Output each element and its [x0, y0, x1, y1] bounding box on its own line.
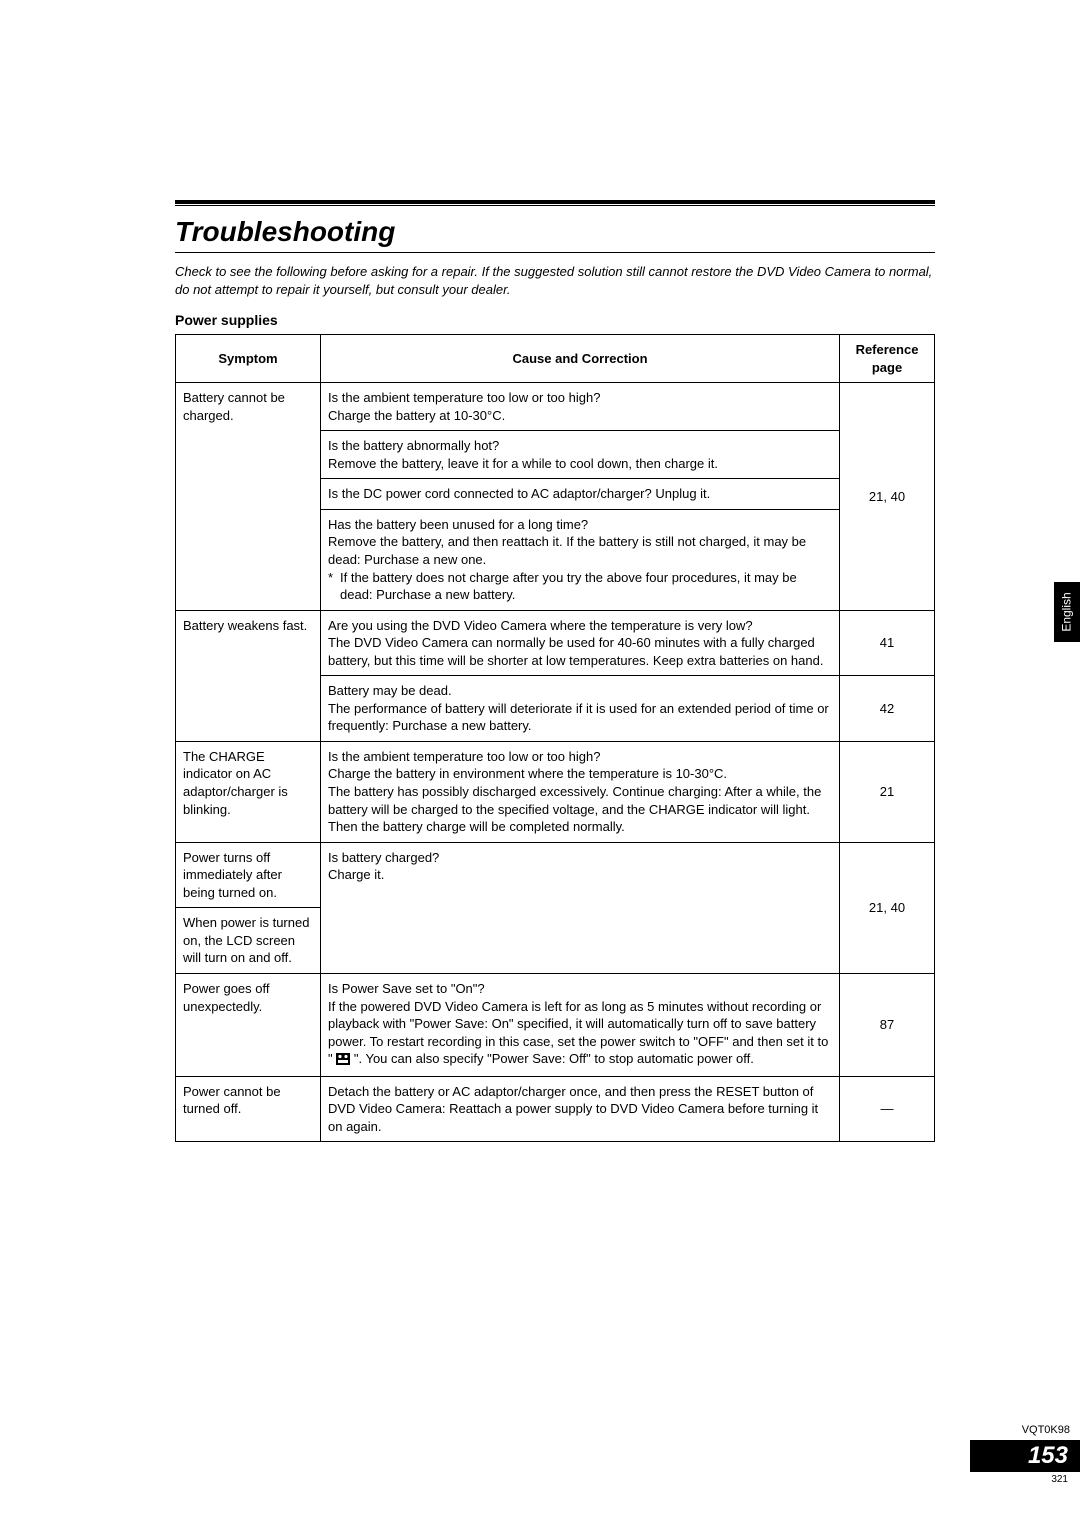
reference-cell: 42 — [840, 676, 935, 742]
table-row: The CHARGE indicator on AC adaptor/charg… — [176, 741, 935, 842]
table-row: Battery weakens fast. Are you using the … — [176, 610, 935, 676]
symptom-cell: The CHARGE indicator on AC adaptor/charg… — [176, 741, 321, 842]
cause-cell: Is the ambient temperature too low or to… — [321, 383, 840, 431]
reference-cell: 21, 40 — [840, 842, 935, 973]
reference-cell: 87 — [840, 973, 935, 1076]
page-number: 153 — [970, 1442, 1080, 1470]
cause-text: Has the battery been unused for a long t… — [328, 517, 806, 567]
header-symptom: Symptom — [176, 335, 321, 383]
header-reference: Reference page — [840, 335, 935, 383]
symptom-cell: Battery weakens fast. — [176, 610, 321, 741]
document-code: VQT0K98 — [970, 1424, 1080, 1436]
symptom-cell: Power cannot be turned off. — [176, 1076, 321, 1142]
page-content: Troubleshooting Check to see the followi… — [175, 200, 935, 1142]
record-mode-icon — [336, 1052, 350, 1070]
symptom-cell: Power turns off immediately after being … — [176, 842, 321, 908]
table-row: Power turns off immediately after being … — [176, 842, 935, 908]
page-footer: VQT0K98 153 321 — [970, 1424, 1080, 1485]
table-row: Power goes off unexpectedly. Is Power Sa… — [176, 973, 935, 1076]
language-label: English — [1060, 592, 1074, 631]
cause-text: ". You can also specify "Power Save: Off… — [354, 1051, 754, 1066]
footnote-line: * If the battery does not charge after y… — [328, 569, 832, 604]
section-heading: Power supplies — [175, 312, 935, 328]
symptom-cell: When power is turned on, the LCD screen … — [176, 908, 321, 974]
symptom-cell: Battery cannot be charged. — [176, 383, 321, 610]
cause-cell: Are you using the DVD Video Camera where… — [321, 610, 840, 676]
cause-text: If the battery does not charge after you… — [340, 569, 832, 604]
cause-cell: Detach the battery or AC adaptor/charger… — [321, 1076, 840, 1142]
reference-cell: — — [840, 1076, 935, 1142]
language-tab: English — [1054, 582, 1080, 642]
sub-page-number: 321 — [970, 1474, 1080, 1485]
intro-text: Check to see the following before asking… — [175, 263, 935, 298]
table-row: Power cannot be turned off. Detach the b… — [176, 1076, 935, 1142]
cause-cell: Is the ambient temperature too low or to… — [321, 741, 840, 842]
cause-cell: Is the DC power cord connected to AC ada… — [321, 479, 840, 510]
reference-cell: 41 — [840, 610, 935, 676]
rule-thin — [175, 205, 935, 206]
cause-cell: Battery may be dead.The performance of b… — [321, 676, 840, 742]
page-title: Troubleshooting — [175, 216, 935, 248]
page-number-box: 153 — [970, 1440, 1080, 1472]
header-cause: Cause and Correction — [321, 335, 840, 383]
title-underline — [175, 252, 935, 253]
symptom-cell: Power goes off unexpectedly. — [176, 973, 321, 1076]
table-row: Battery cannot be charged. Is the ambien… — [176, 383, 935, 431]
cause-cell: Is battery charged?Charge it. — [321, 842, 840, 973]
rule-thick — [175, 200, 935, 204]
troubleshooting-table: Symptom Cause and Correction Reference p… — [175, 334, 935, 1142]
cause-cell: Is the battery abnormally hot?Remove the… — [321, 431, 840, 479]
table-header-row: Symptom Cause and Correction Reference p… — [176, 335, 935, 383]
asterisk-icon: * — [328, 569, 340, 604]
cause-cell: Has the battery been unused for a long t… — [321, 509, 840, 610]
reference-cell: 21 — [840, 741, 935, 842]
cause-cell: Is Power Save set to "On"?If the powered… — [321, 973, 840, 1076]
reference-cell: 21, 40 — [840, 383, 935, 610]
